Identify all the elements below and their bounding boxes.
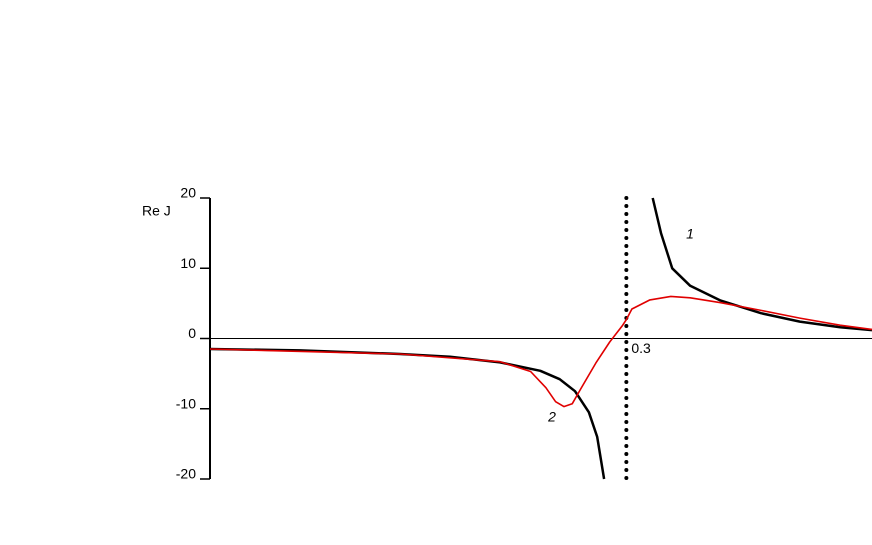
y-tick-label: -20: [176, 466, 196, 482]
y-tick-label: -10: [176, 395, 196, 411]
y-axis-label: Re J: [142, 203, 171, 219]
curve-label: 1: [686, 226, 694, 242]
curve: [209, 295, 872, 408]
x-tick-label: 0.3: [631, 340, 651, 356]
y-tick-label: 10: [180, 255, 196, 271]
y-tick-label: 0: [188, 325, 196, 341]
curve-label: 2: [547, 409, 556, 425]
y-tick-label: 20: [180, 185, 196, 201]
